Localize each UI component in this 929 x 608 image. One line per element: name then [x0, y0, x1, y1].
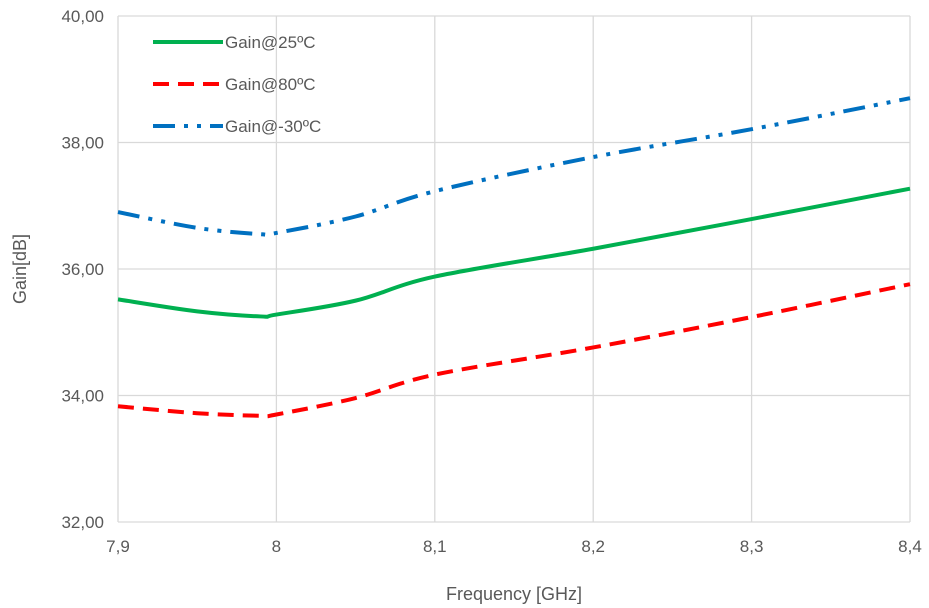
y-tick-label: 32,00: [61, 513, 104, 532]
x-tick-label: 8,1: [423, 537, 447, 556]
y-tick-label: 40,00: [61, 7, 104, 26]
series-line-1: [117, 186, 911, 319]
series-line-2: [117, 282, 911, 419]
x-tick-label: 7,9: [106, 537, 130, 556]
legend: Gain@25ºC Gain@80ºC Gain@-30ºC: [153, 33, 321, 136]
y-tick-label: 34,00: [61, 387, 104, 406]
legend-label: Gain@25ºC: [225, 33, 316, 52]
x-tick-label: 8,4: [898, 537, 922, 556]
x-axis-title: Frequency [GHz]: [446, 584, 582, 604]
x-tick-label: 8: [272, 537, 281, 556]
tick-labels: 32,00 34,00 36,00 38,00 40,00 7,9 8 8,1 8,2 8,3 8,…: [61, 7, 921, 556]
legend-label: Gain@80ºC: [225, 75, 316, 94]
grid: [117, 15, 911, 523]
series-line-3: [117, 96, 911, 237]
y-tick-label: 36,00: [61, 260, 104, 279]
series-lines: [117, 96, 911, 419]
x-tick-label: 8,3: [740, 537, 764, 556]
y-axis-title: Gain[dB]: [10, 234, 30, 304]
legend-label: Gain@-30ºC: [225, 117, 321, 136]
x-tick-label: 8,2: [581, 537, 605, 556]
y-tick-label: 38,00: [61, 134, 104, 153]
